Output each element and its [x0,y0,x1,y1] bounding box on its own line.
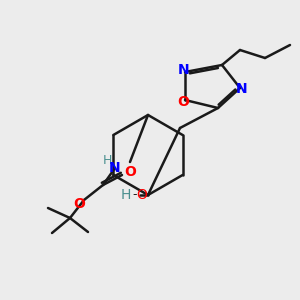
Text: O: O [177,95,189,109]
Text: N: N [178,63,190,77]
Text: O: O [136,188,147,202]
Text: O: O [124,165,136,179]
Text: H: H [121,188,131,202]
Text: N: N [109,161,121,175]
Text: H: H [102,154,112,166]
Text: N: N [236,82,248,96]
Text: O: O [73,197,85,211]
Text: -: - [133,188,137,202]
